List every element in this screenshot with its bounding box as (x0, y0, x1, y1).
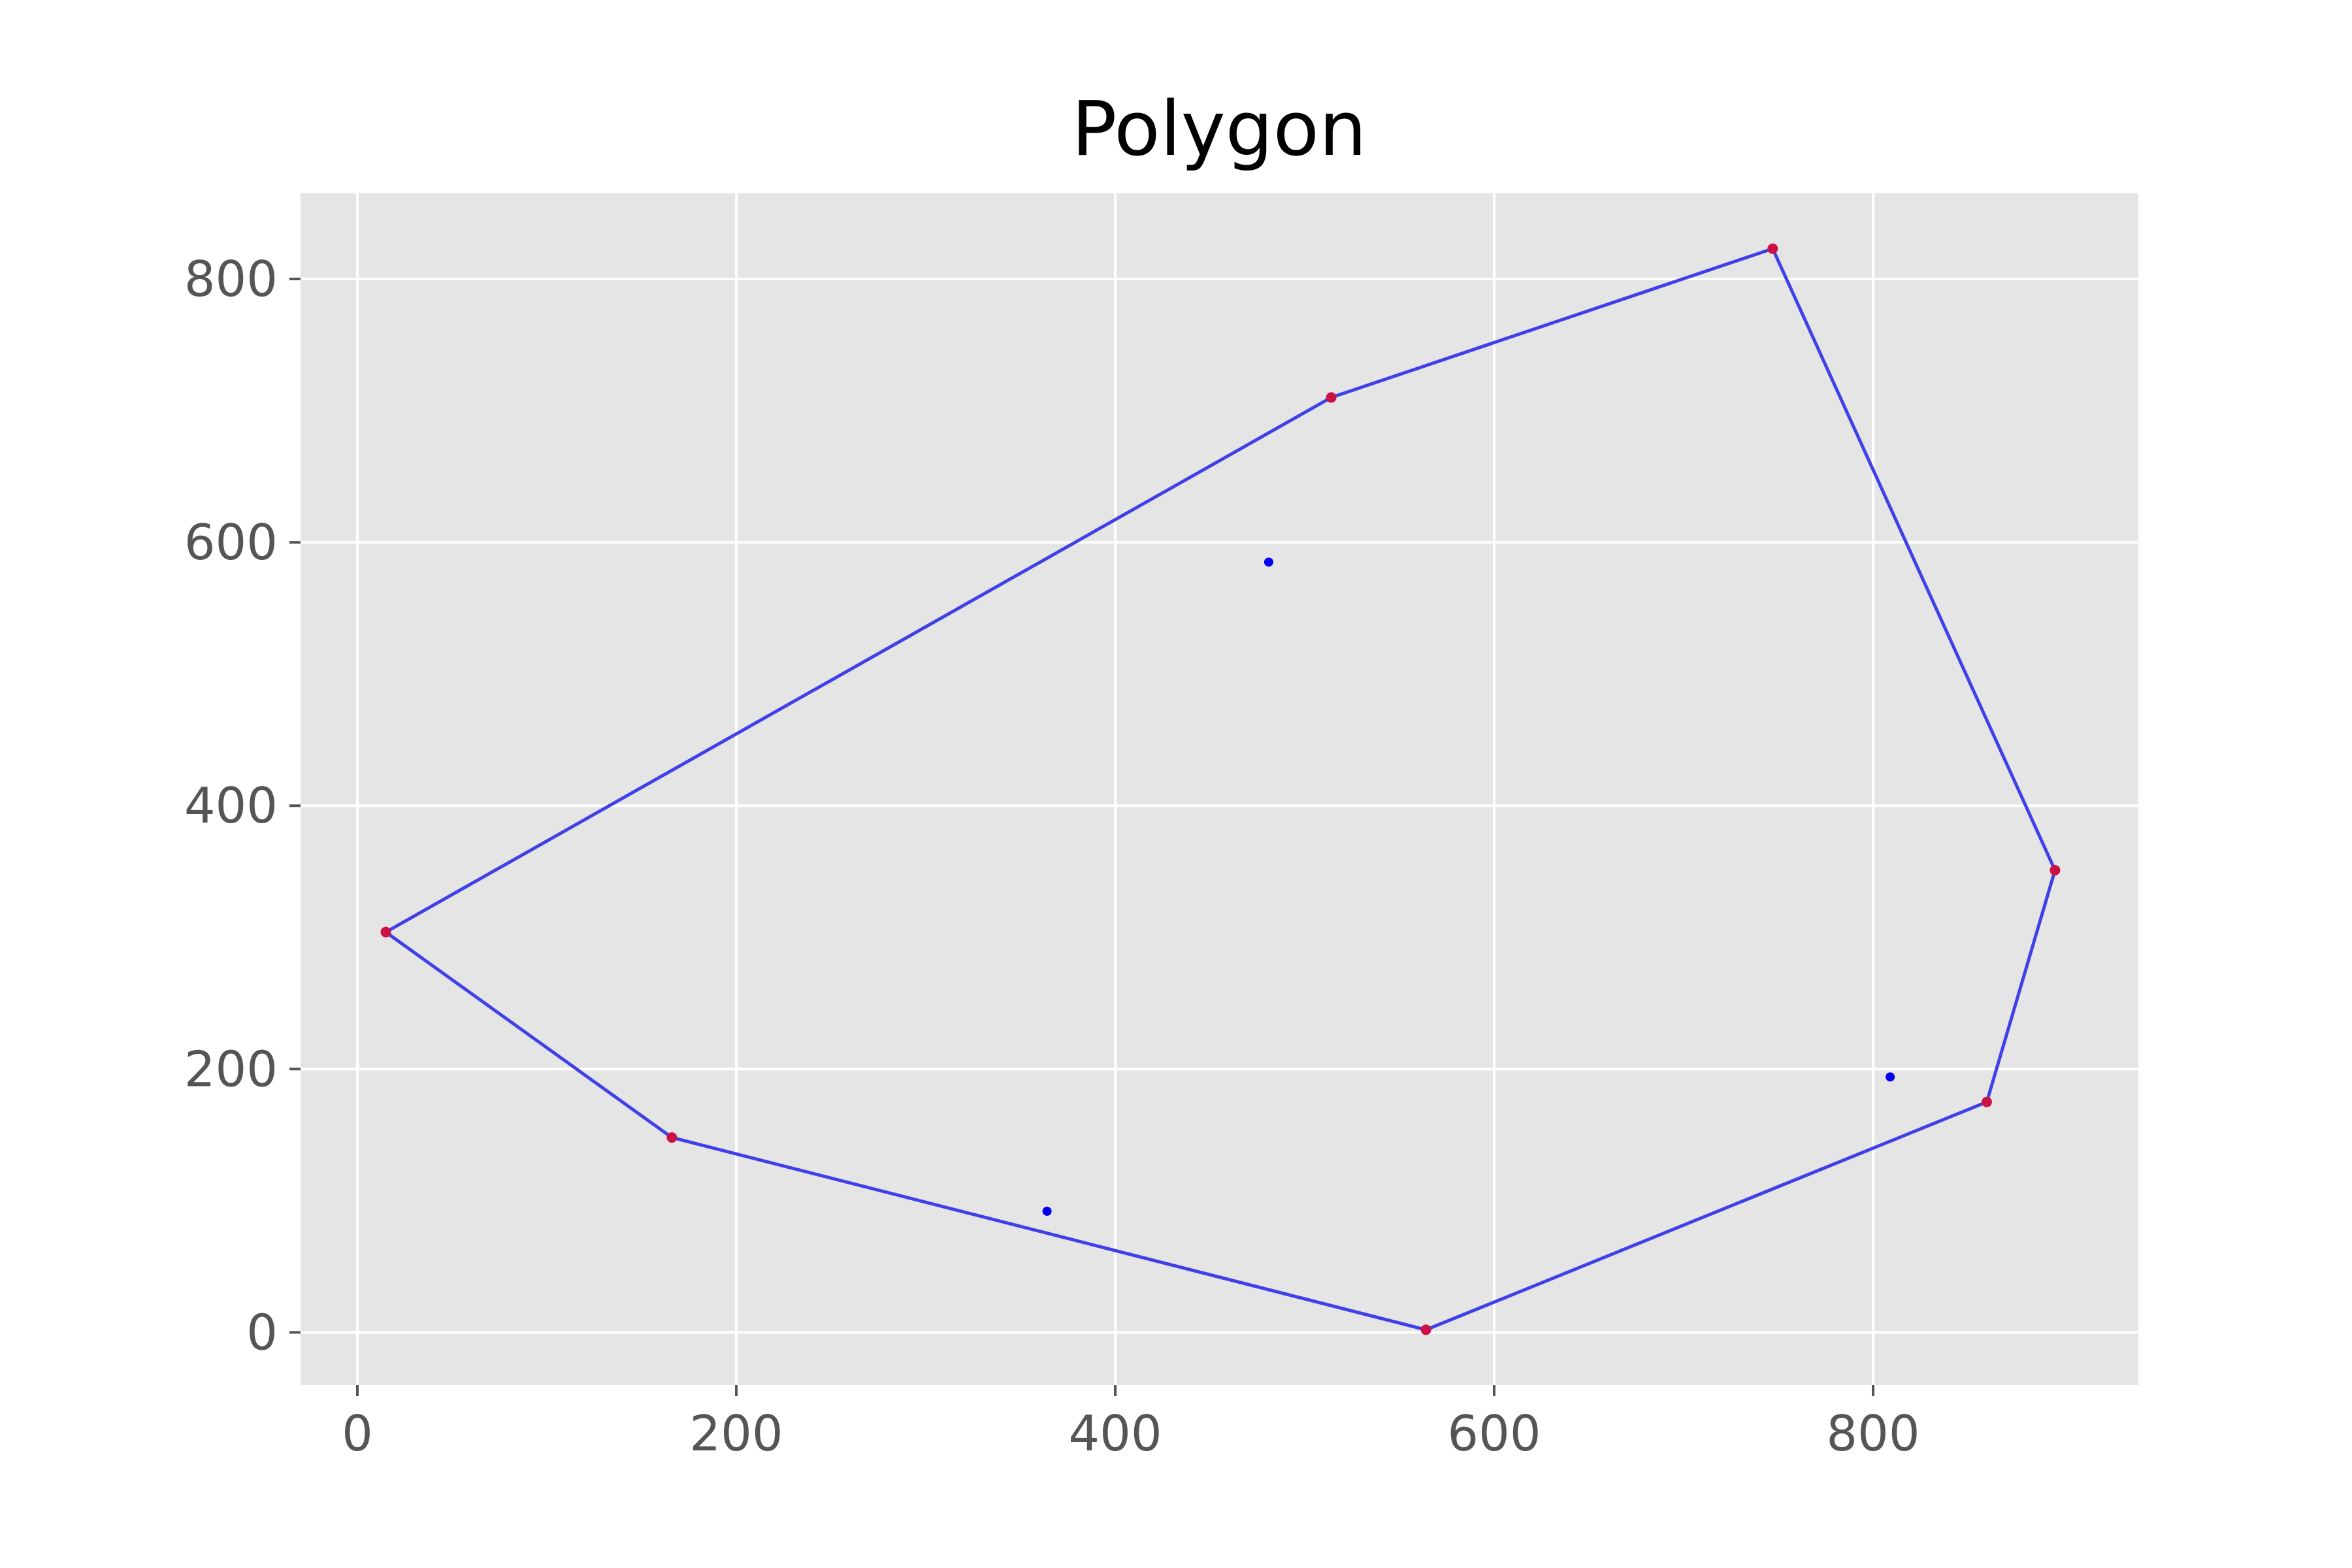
hull-vertex-point (666, 1132, 678, 1143)
y-tick-label: 600 (184, 514, 278, 571)
x-tick-label: 800 (1826, 1405, 1919, 1462)
x-tick-label: 200 (689, 1405, 783, 1462)
y-tick-label: 400 (184, 777, 278, 834)
hull-vertex-point (1420, 1324, 1431, 1335)
x-tick-label: 600 (1447, 1405, 1541, 1462)
interior-point (1264, 557, 1273, 567)
y-tick-label: 200 (184, 1040, 278, 1098)
hull-vertex-point (1767, 243, 1778, 254)
polygon-series (380, 243, 2061, 1335)
hull-vertex-point (380, 926, 391, 938)
hull-vertex-point (2050, 864, 2061, 875)
y-tick-label: 800 (184, 250, 278, 308)
y-tick-label: 0 (246, 1303, 278, 1361)
y-axis: 0 200 400 600 800 (184, 250, 301, 1361)
chart-title: Polygon (1071, 86, 1367, 173)
plot-area (301, 193, 2138, 1385)
gridlines (301, 193, 2138, 1385)
hull-vertex-point (1982, 1096, 1992, 1107)
interior-point (1042, 1206, 1052, 1216)
polygon-outline (384, 247, 2057, 1331)
interior-point (1886, 1072, 1895, 1082)
x-tick-label: 400 (1068, 1405, 1162, 1462)
x-axis: 0 200 400 600 800 (342, 1385, 1920, 1462)
x-tick-label: 0 (342, 1405, 373, 1462)
hull-vertex-point (1326, 392, 1337, 403)
